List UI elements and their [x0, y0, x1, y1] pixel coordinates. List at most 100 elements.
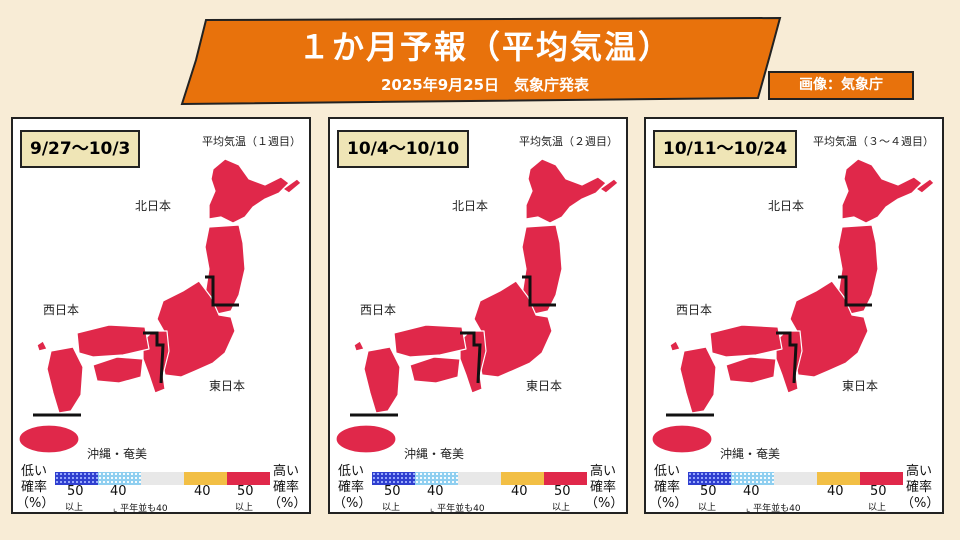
forecast-period: 10/11〜10/24: [653, 130, 798, 168]
kyushu-region: [363, 346, 401, 414]
north-east-boundary: [838, 275, 872, 307]
legend-high-50: 50: [554, 484, 571, 499]
legend-high-strong-swatch: [860, 472, 903, 485]
legend-normal-note: ⌞ 平年並も40: [430, 504, 485, 514]
legend-high-40: 40: [511, 484, 528, 499]
legend-high-text: 高い 確率 （%）: [901, 464, 940, 511]
legend-normal-text: 平年並も40: [753, 504, 801, 514]
legend-high-50: 50: [237, 484, 254, 499]
legend-high-50: 50: [870, 484, 887, 499]
region-label-okinawa: 沖縄・奄美: [720, 447, 781, 461]
probability-legend: 低い 確率 （%） 50 40 40 50 以上 以上 ⌞ 平年並も40 高い 確率（…: [330, 459, 626, 514]
legend-high-ijo: 以上: [552, 503, 571, 513]
kuril-islands: [599, 178, 619, 194]
region-label-west: 西日本: [360, 303, 397, 317]
legend-normal-note: ⌞ 平年並も40: [746, 504, 801, 514]
legend-low-text: 低い 確率 （%）: [333, 464, 372, 511]
legend-high-strong-swatch: [544, 472, 587, 485]
probability-legend: 低い 確率 （%） 50 40 40 50 以上 以上 ⌞ 平年並も40 高い 確率（…: [13, 459, 309, 514]
chugoku-region: [709, 324, 783, 358]
japan-map: [651, 158, 935, 454]
legend-low-text: 低い 確率 （%）: [649, 464, 688, 511]
legend-low-ijo: 以上: [65, 503, 84, 513]
kyushu-region: [679, 346, 717, 414]
page-title: １か月予報（平均気温）: [297, 28, 672, 66]
legend-low-50: 50: [384, 484, 401, 499]
hokkaido-region: [841, 158, 923, 224]
legend-normal-text: 平年並も40: [120, 504, 168, 514]
islands-west: [669, 340, 681, 352]
region-label-north: 北日本: [452, 199, 489, 213]
legend-high-swatch: [501, 472, 544, 485]
tohoku-region: [204, 224, 246, 316]
title-banner: [180, 16, 782, 106]
legend-low-swatch: [98, 472, 141, 485]
region-label-okinawa: 沖縄・奄美: [87, 447, 148, 461]
legend-high-text: 高い 確率 （%）: [585, 464, 624, 511]
north-east-boundary: [522, 275, 556, 307]
legend-high-strong-swatch: [227, 472, 270, 485]
week-label: 平均気温（３〜４週目）: [813, 135, 934, 148]
okinawa-amami-region: [335, 424, 397, 454]
legend-normal-swatch: [458, 472, 501, 485]
region-label-west: 西日本: [43, 303, 80, 317]
legend-normal-swatch: [774, 472, 817, 485]
legend-low-40: 40: [427, 484, 444, 499]
shikoku-region: [409, 356, 461, 384]
shikoku-region: [725, 356, 777, 384]
region-label-east: 東日本: [842, 379, 879, 393]
islands-west: [353, 340, 365, 352]
legend-high-swatch: [184, 472, 227, 485]
east-west-boundary: [143, 331, 165, 384]
legend-high-label: 高い 確率 （%）: [901, 464, 940, 512]
kyushu-region: [46, 346, 84, 414]
probability-legend: 低い 確率 （%） 50 40 40 50 以上 以上 ⌞ 平年並も40 高い 確率（…: [646, 459, 942, 514]
region-label-north: 北日本: [135, 199, 172, 213]
region-label-east: 東日本: [526, 379, 563, 393]
islands-west: [36, 340, 48, 352]
legend-low-swatch: [415, 472, 458, 485]
legend-high-ijo: 以上: [235, 503, 254, 513]
week-label: 平均気温（１週目）: [202, 135, 301, 148]
issue-date: 2025年9月25日 気象庁発表: [380, 76, 590, 94]
legend-low-label: 低い 確率 （%）: [333, 464, 372, 512]
chugoku-region: [393, 324, 467, 358]
legend-low-ijo: 以上: [382, 503, 401, 513]
tohoku-region: [837, 224, 879, 316]
legend-low-strong-swatch: [372, 472, 415, 485]
legend-low-ijo: 以上: [698, 503, 717, 513]
japan-map: [18, 158, 302, 454]
north-east-boundary: [205, 275, 239, 307]
forecast-period: 9/27〜10/3: [20, 130, 141, 168]
legend-low-strong-swatch: [55, 472, 98, 485]
chugoku-region: [76, 324, 150, 358]
legend-normal-swatch: [141, 472, 184, 485]
japan-map: [335, 158, 619, 454]
legend-low-40: 40: [743, 484, 760, 499]
region-label-okinawa: 沖縄・奄美: [404, 447, 465, 461]
forecast-panel-1: 9/27〜10/3 平均気温（１週目） 北日本 西日本 東日本 沖縄・奄美 低い…: [11, 117, 311, 514]
legend-low-label: 低い 確率 （%）: [649, 464, 688, 512]
hokkaido-region: [208, 158, 290, 224]
kuril-islands: [282, 178, 302, 194]
week-label: 平均気温（２週目）: [519, 135, 618, 148]
legend-high-ijo: 以上: [868, 503, 887, 513]
legend-low-strong-swatch: [688, 472, 731, 485]
region-label-north: 北日本: [768, 199, 805, 213]
legend-normal-text: 平年並も40: [437, 504, 485, 514]
shikoku-region: [92, 356, 144, 384]
legend-low-swatch: [731, 472, 774, 485]
forecast-panel-2: 10/4〜10/10 平均気温（２週目） 北日本 西日本 東日本 沖縄・奄美 低…: [328, 117, 628, 514]
forecast-period: 10/4〜10/10: [337, 130, 470, 168]
legend-high-40: 40: [194, 484, 211, 499]
region-label-west: 西日本: [676, 303, 713, 317]
east-west-boundary: [460, 331, 482, 384]
kuril-islands: [915, 178, 935, 194]
tohoku-region: [521, 224, 563, 316]
legend-normal-note: ⌞ 平年並も40: [113, 504, 168, 514]
east-west-boundary: [776, 331, 798, 384]
legend-high-swatch: [817, 472, 860, 485]
legend-low-50: 50: [700, 484, 717, 499]
legend-low-40: 40: [110, 484, 127, 499]
legend-high-text: 高い 確率 （%）: [268, 464, 307, 511]
